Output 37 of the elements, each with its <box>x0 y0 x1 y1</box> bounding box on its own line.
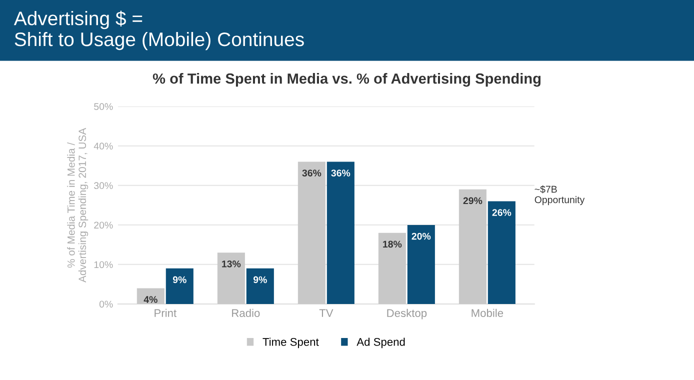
bar <box>378 232 406 304</box>
x-tick-label: Mobile <box>472 308 504 318</box>
legend-label: Ad Spend <box>356 338 405 348</box>
chart-title: Advertising $ = Shift to Usage (Mobile) Continues <box>14 10 304 50</box>
bar <box>407 224 435 304</box>
y-tick-label: 40% <box>94 142 113 150</box>
x-tick-label: Print <box>154 308 177 317</box>
data-label: 13% <box>222 260 241 268</box>
x-tick-label: TV <box>319 309 334 317</box>
data-label: 9% <box>253 276 267 284</box>
legend-label: Time Spent <box>262 338 319 348</box>
chart-subtitle: % of Time Spent in Media vs. % of Advertising Spending <box>152 73 541 87</box>
y-tick-label: 30% <box>94 182 113 190</box>
data-label: 26% <box>492 209 512 216</box>
data-label: 20% <box>412 232 431 240</box>
bar <box>246 268 274 304</box>
data-label: 36% <box>302 170 322 176</box>
x-tick-label: Radio <box>232 308 260 318</box>
x-tick-label: Desktop <box>387 308 427 320</box>
bar <box>298 162 326 304</box>
bar <box>488 201 516 304</box>
text: ~$7B Opportunity <box>534 185 585 206</box>
bar <box>326 162 354 304</box>
data-label: 4% <box>144 296 158 303</box>
bar <box>458 189 486 304</box>
y-tick-label: 20% <box>94 222 113 229</box>
data-label: 36% <box>331 170 350 176</box>
y-axis-title: % of Media Time in Media / Advertising Spending, 2017, USA <box>67 128 88 282</box>
data-label: 18% <box>383 240 402 248</box>
y-tick-label: 50% <box>94 103 113 110</box>
data-label: 29% <box>463 197 482 204</box>
y-tick-label: 0% <box>99 300 113 308</box>
bar <box>166 268 194 304</box>
bar <box>136 288 164 304</box>
y-tick-label: 10% <box>94 261 113 268</box>
bar <box>217 252 245 304</box>
data-label: 9% <box>172 276 186 284</box>
